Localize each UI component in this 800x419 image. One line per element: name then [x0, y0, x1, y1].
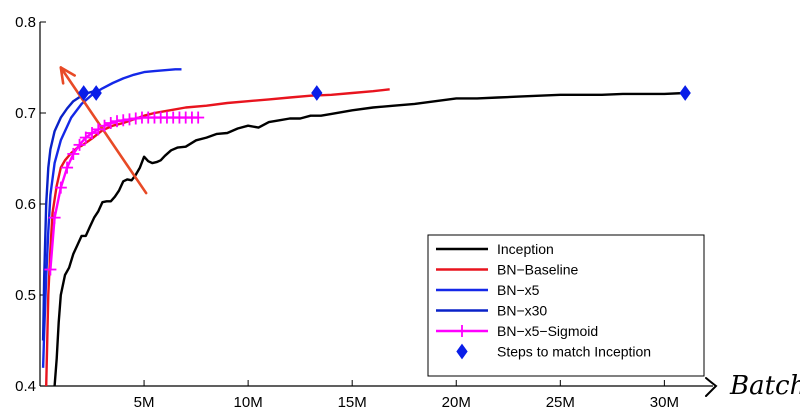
data-point-bn-x5-sigmoid [73, 138, 86, 151]
x-tick-label: 30M [650, 394, 679, 411]
y-tick-label: 0.5 [15, 287, 36, 304]
data-point-steps-to-match-inception [78, 85, 90, 101]
x-axis-hand-arrowhead [705, 377, 718, 397]
data-point-bn-x5-sigmoid [67, 147, 80, 160]
x-tick-label: 5M [134, 394, 155, 411]
y-tick-label: 0.6 [15, 196, 36, 213]
series-line-bn-x30 [41, 90, 95, 341]
series-line-inception [53, 91, 686, 386]
data-point-bn-x5-sigmoid [44, 263, 57, 276]
data-point-bn-x5-sigmoid [117, 114, 130, 127]
y-tick-label: 0.7 [15, 105, 36, 122]
data-point-bn-x5-sigmoid [86, 127, 99, 140]
data-point-bn-x5-sigmoid [192, 111, 205, 124]
legend-label: BN−x5 [497, 282, 540, 298]
legend-marker [456, 325, 468, 337]
series-line-bn-x5-sigmoid [49, 116, 199, 270]
data-point-bn-x5-sigmoid [111, 115, 124, 128]
data-point-bn-x5-sigmoid [48, 211, 61, 224]
data-point-bn-x5-sigmoid [104, 117, 117, 130]
annotation-arrow-head [59, 66, 76, 85]
x-tick-label: 20M [442, 394, 471, 411]
data-point-bn-x5-sigmoid [79, 131, 92, 144]
legend-entry-bn-x5: BN−x5 [436, 282, 540, 298]
data-point-bn-x5-sigmoid [61, 161, 74, 174]
data-point-steps-to-match-inception [311, 85, 323, 101]
y-tick-label: 0.8 [15, 14, 36, 31]
legend-marker [456, 343, 468, 360]
data-point-bn-x5-sigmoid [92, 123, 105, 136]
x-axis-annotation: Batch [729, 371, 800, 401]
legend-label: BN−x5−Sigmoid [497, 323, 598, 339]
x-ticks: 5M 10M 15M 20M 25M 30M [134, 380, 679, 411]
y-ticks: 0.4 0.5 0.6 0.7 0.8 [15, 14, 46, 395]
annotation-arrow-shaft [59, 66, 148, 195]
legend: Inception BN−Baseline BN−x5 BN−x30 BN−x5−Sig… [427, 234, 705, 377]
legend-label: BN−Baseline [497, 262, 579, 278]
data-point-bn-x5-sigmoid [129, 112, 142, 125]
data-point-steps-to-match-inception [90, 85, 102, 101]
marker-layer [44, 85, 691, 276]
legend-entry-inception: Inception [436, 241, 554, 257]
data-point-bn-x5-sigmoid [98, 119, 111, 132]
x-tick-label: 15M [338, 394, 367, 411]
data-point-steps-to-match-inception [679, 85, 691, 101]
legend-label: Inception [497, 241, 554, 257]
data-point-bn-x5-sigmoid [54, 181, 67, 194]
legend-label: BN−x30 [497, 303, 547, 319]
legend-entry-bn-baseline: BN−Baseline [436, 262, 579, 278]
legend-box [427, 234, 705, 377]
legend-label: Steps to match Inception [497, 344, 651, 360]
x-tick-label: 10M [234, 394, 263, 411]
annotation-layer [59, 66, 148, 195]
legend-entry-bn-x5-sigmoid: BN−x5−Sigmoid [436, 323, 598, 339]
data-point-bn-x5-sigmoid [123, 113, 136, 126]
y-tick-label: 0.4 [15, 378, 36, 395]
x-tick-label: 25M [546, 394, 575, 411]
legend-entry-bn-x30: BN−x30 [436, 303, 547, 319]
legend-entry-steps-to-match-inception: Steps to match Inception [456, 343, 651, 360]
